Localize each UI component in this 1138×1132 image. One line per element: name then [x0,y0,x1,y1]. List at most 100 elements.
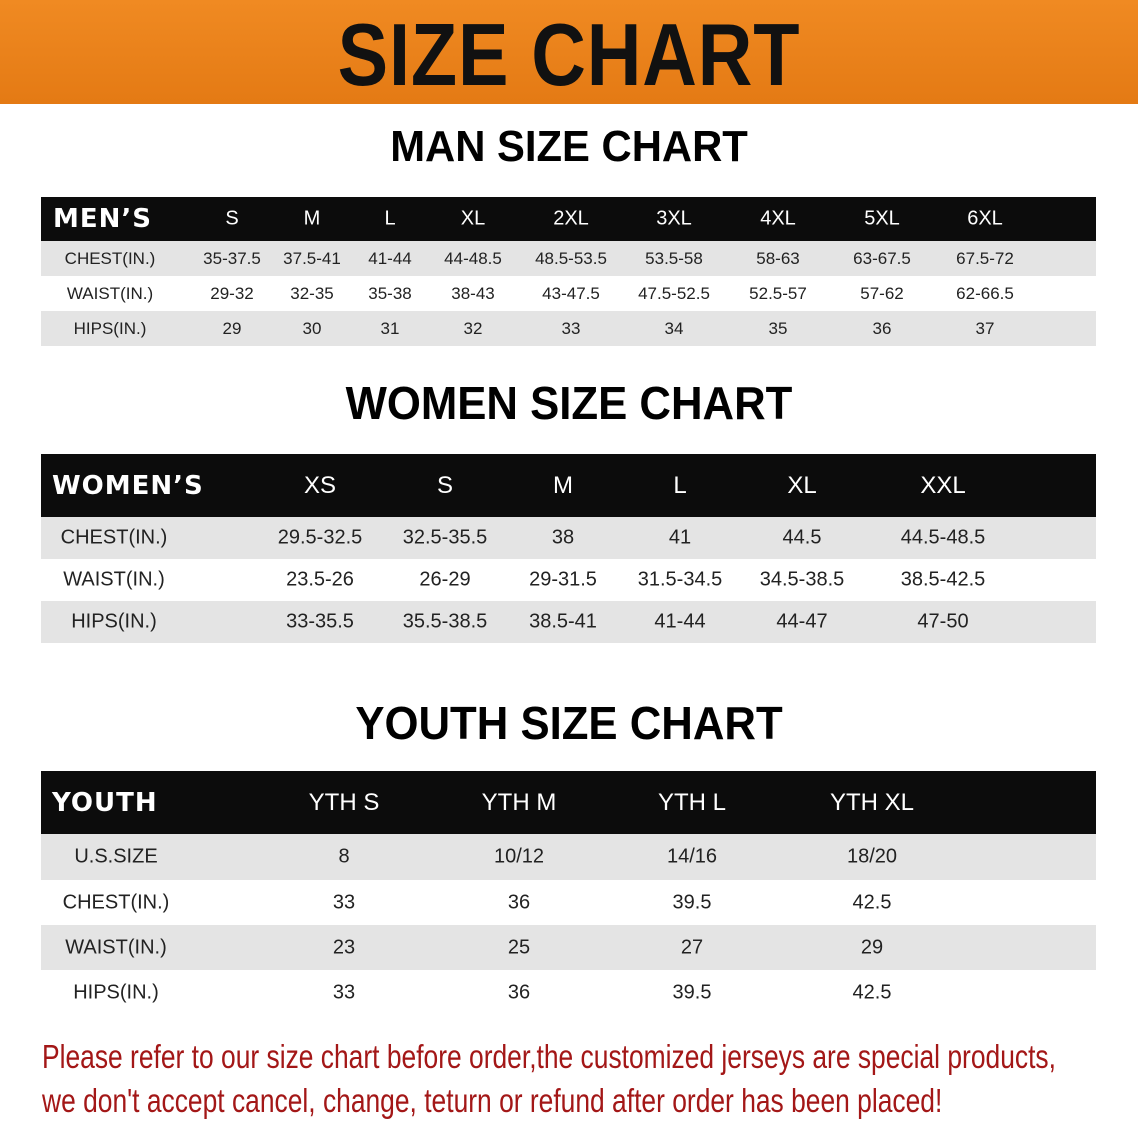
table-row: HIPS(IN.) 33 36 39.5 42.5 [41,970,1096,1015]
table-cell: 43-47.5 [542,283,600,303]
table-cell: 25 [507,936,531,958]
table-row: CHEST(IN.) 35-37.5 37.5-41 41-44 44-48.5 48.5… [41,241,1096,276]
table-cell: 34.5-38.5 [759,568,845,591]
table-cell: 8 [338,845,350,868]
size-header: XXL [920,471,966,499]
women-size-table: WOMEN’S XS S M L XL XXL CHEST(IN.) 29.5-32.5 32.5… [41,454,1096,643]
table-cell: 29.5-32.5 [277,526,363,549]
table-cell: 37.5-41 [283,248,341,268]
note-line-2: we don't accept cancel, change, teturn o… [42,1082,943,1119]
table-cell: 31 [380,318,400,338]
table-cell: 23 [332,936,356,958]
table-cell: 35.5-38.5 [402,610,488,633]
page-title: SIZE CHART [337,5,801,104]
table-cell: 33 [561,318,581,338]
size-header: S [225,207,239,230]
table-cell: 42.5 [852,981,892,1003]
table-cell: 35-38 [368,283,412,303]
table-cell: 38.5-41 [529,610,597,633]
women-section-title: WOMEN SIZE CHART [345,377,793,429]
row-label: HIPS(IN.) [73,981,159,1003]
row-label: HIPS(IN.) [71,610,157,633]
banner: SIZE CHART [0,0,1138,104]
table-cell: 42.5 [852,891,892,913]
size-header: 3XL [656,207,692,230]
table-cell: 58-63 [756,248,800,268]
table-cell: 41-44 [368,248,412,268]
table-cell: 30 [302,318,322,338]
table-cell: 47-50 [917,610,969,633]
table-row: WAIST(IN.) 23.5-26 26-29 29-31.5 31.5-34.5 34… [41,559,1096,601]
table-header-label: MEN’S [53,204,152,234]
table-cell: 62-66.5 [956,283,1014,303]
size-header: YTH M [481,788,557,816]
table-cell: 18/20 [846,845,898,868]
table-cell: 26-29 [419,568,471,591]
row-label: CHEST(IN.) [64,248,156,268]
size-header: XL [787,471,817,499]
table-cell: 14/16 [666,845,718,868]
table-cell: 41-44 [654,610,706,633]
table-cell: 39.5 [672,891,712,913]
table-cell: 47.5-52.5 [638,283,710,303]
table-cell: 44.5-48.5 [900,526,986,549]
size-header: S [436,471,454,499]
size-header: 2XL [553,207,589,230]
table-header-row: YOUTH YTH S YTH M YTH L YTH XL [41,771,1096,834]
table-cell: 36 [507,891,531,913]
table-cell: 36 [872,318,892,338]
note-line-1: Please refer to our size chart before or… [42,1038,1056,1075]
table-cell: 29 [860,936,884,958]
table-cell: 52.5-57 [749,283,807,303]
youth-section-title: YOUTH SIZE CHART [355,697,783,749]
table-cell: 44.5 [782,526,822,549]
table-cell: 29 [222,318,242,338]
table-cell: 36 [507,981,531,1003]
table-row: HIPS(IN.) 29 30 31 32 33 34 35 36 37 [41,311,1096,346]
row-label: CHEST(IN.) [60,526,168,549]
table-cell: 67.5-72 [956,248,1014,268]
table-cell: 57-62 [860,283,904,303]
table-cell: 27 [680,936,704,958]
table-cell: 29-31.5 [529,568,597,591]
table-cell: 34 [664,318,684,338]
table-cell: 33-35.5 [286,610,354,633]
table-cell: 33 [332,891,356,913]
row-label: WAIST(IN.) [66,283,154,303]
table-cell: 37 [975,318,995,338]
size-header: 6XL [967,207,1003,230]
row-label: HIPS(IN.) [73,318,147,338]
size-header: L [673,471,687,499]
table-row: CHEST(IN.) 29.5-32.5 32.5-35.5 38 41 44.5 44.5… [41,517,1096,559]
table-cell: 31.5-34.5 [637,568,723,591]
row-label: CHEST(IN.) [62,891,170,913]
men-section-title: MAN SIZE CHART [390,122,748,171]
table-row: U.S.SIZE 8 10/12 14/16 18/20 [41,834,1096,880]
size-header: 5XL [864,207,900,230]
table-row: HIPS(IN.) 33-35.5 35.5-38.5 38.5-41 41-44 44-… [41,601,1096,643]
table-cell: 39.5 [672,981,712,1003]
table-header-label: YOUTH [52,787,158,818]
row-label: WAIST(IN.) [63,568,165,591]
table-header-row: WOMEN’S XS S M L XL XXL [41,454,1096,517]
size-header: XS [303,471,337,499]
size-header: YTH L [657,788,727,816]
size-header: YTH XL [829,788,915,816]
table-cell: 32-35 [290,283,334,303]
size-header: YTH S [308,788,380,816]
row-label: WAIST(IN.) [65,936,167,958]
table-cell: 29-32 [210,283,254,303]
row-label: U.S.SIZE [74,845,158,868]
size-header: XL [460,207,486,230]
table-cell: 48.5-53.5 [535,248,607,268]
table-row: CHEST(IN.) 33 36 39.5 42.5 [41,880,1096,925]
table-cell: 38 [551,526,575,549]
size-header: 4XL [760,207,796,230]
table-cell: 32 [463,318,483,338]
men-size-table: MEN’S S M L XL 2XL 3XL 4XL 5XL 6XL CHEST(IN.) 35-37… [41,197,1096,346]
size-header: M [303,207,321,230]
table-cell: 32.5-35.5 [402,526,488,549]
table-cell: 33 [332,981,356,1003]
table-cell: 38.5-42.5 [900,568,986,591]
table-cell: 44-47 [776,610,828,633]
